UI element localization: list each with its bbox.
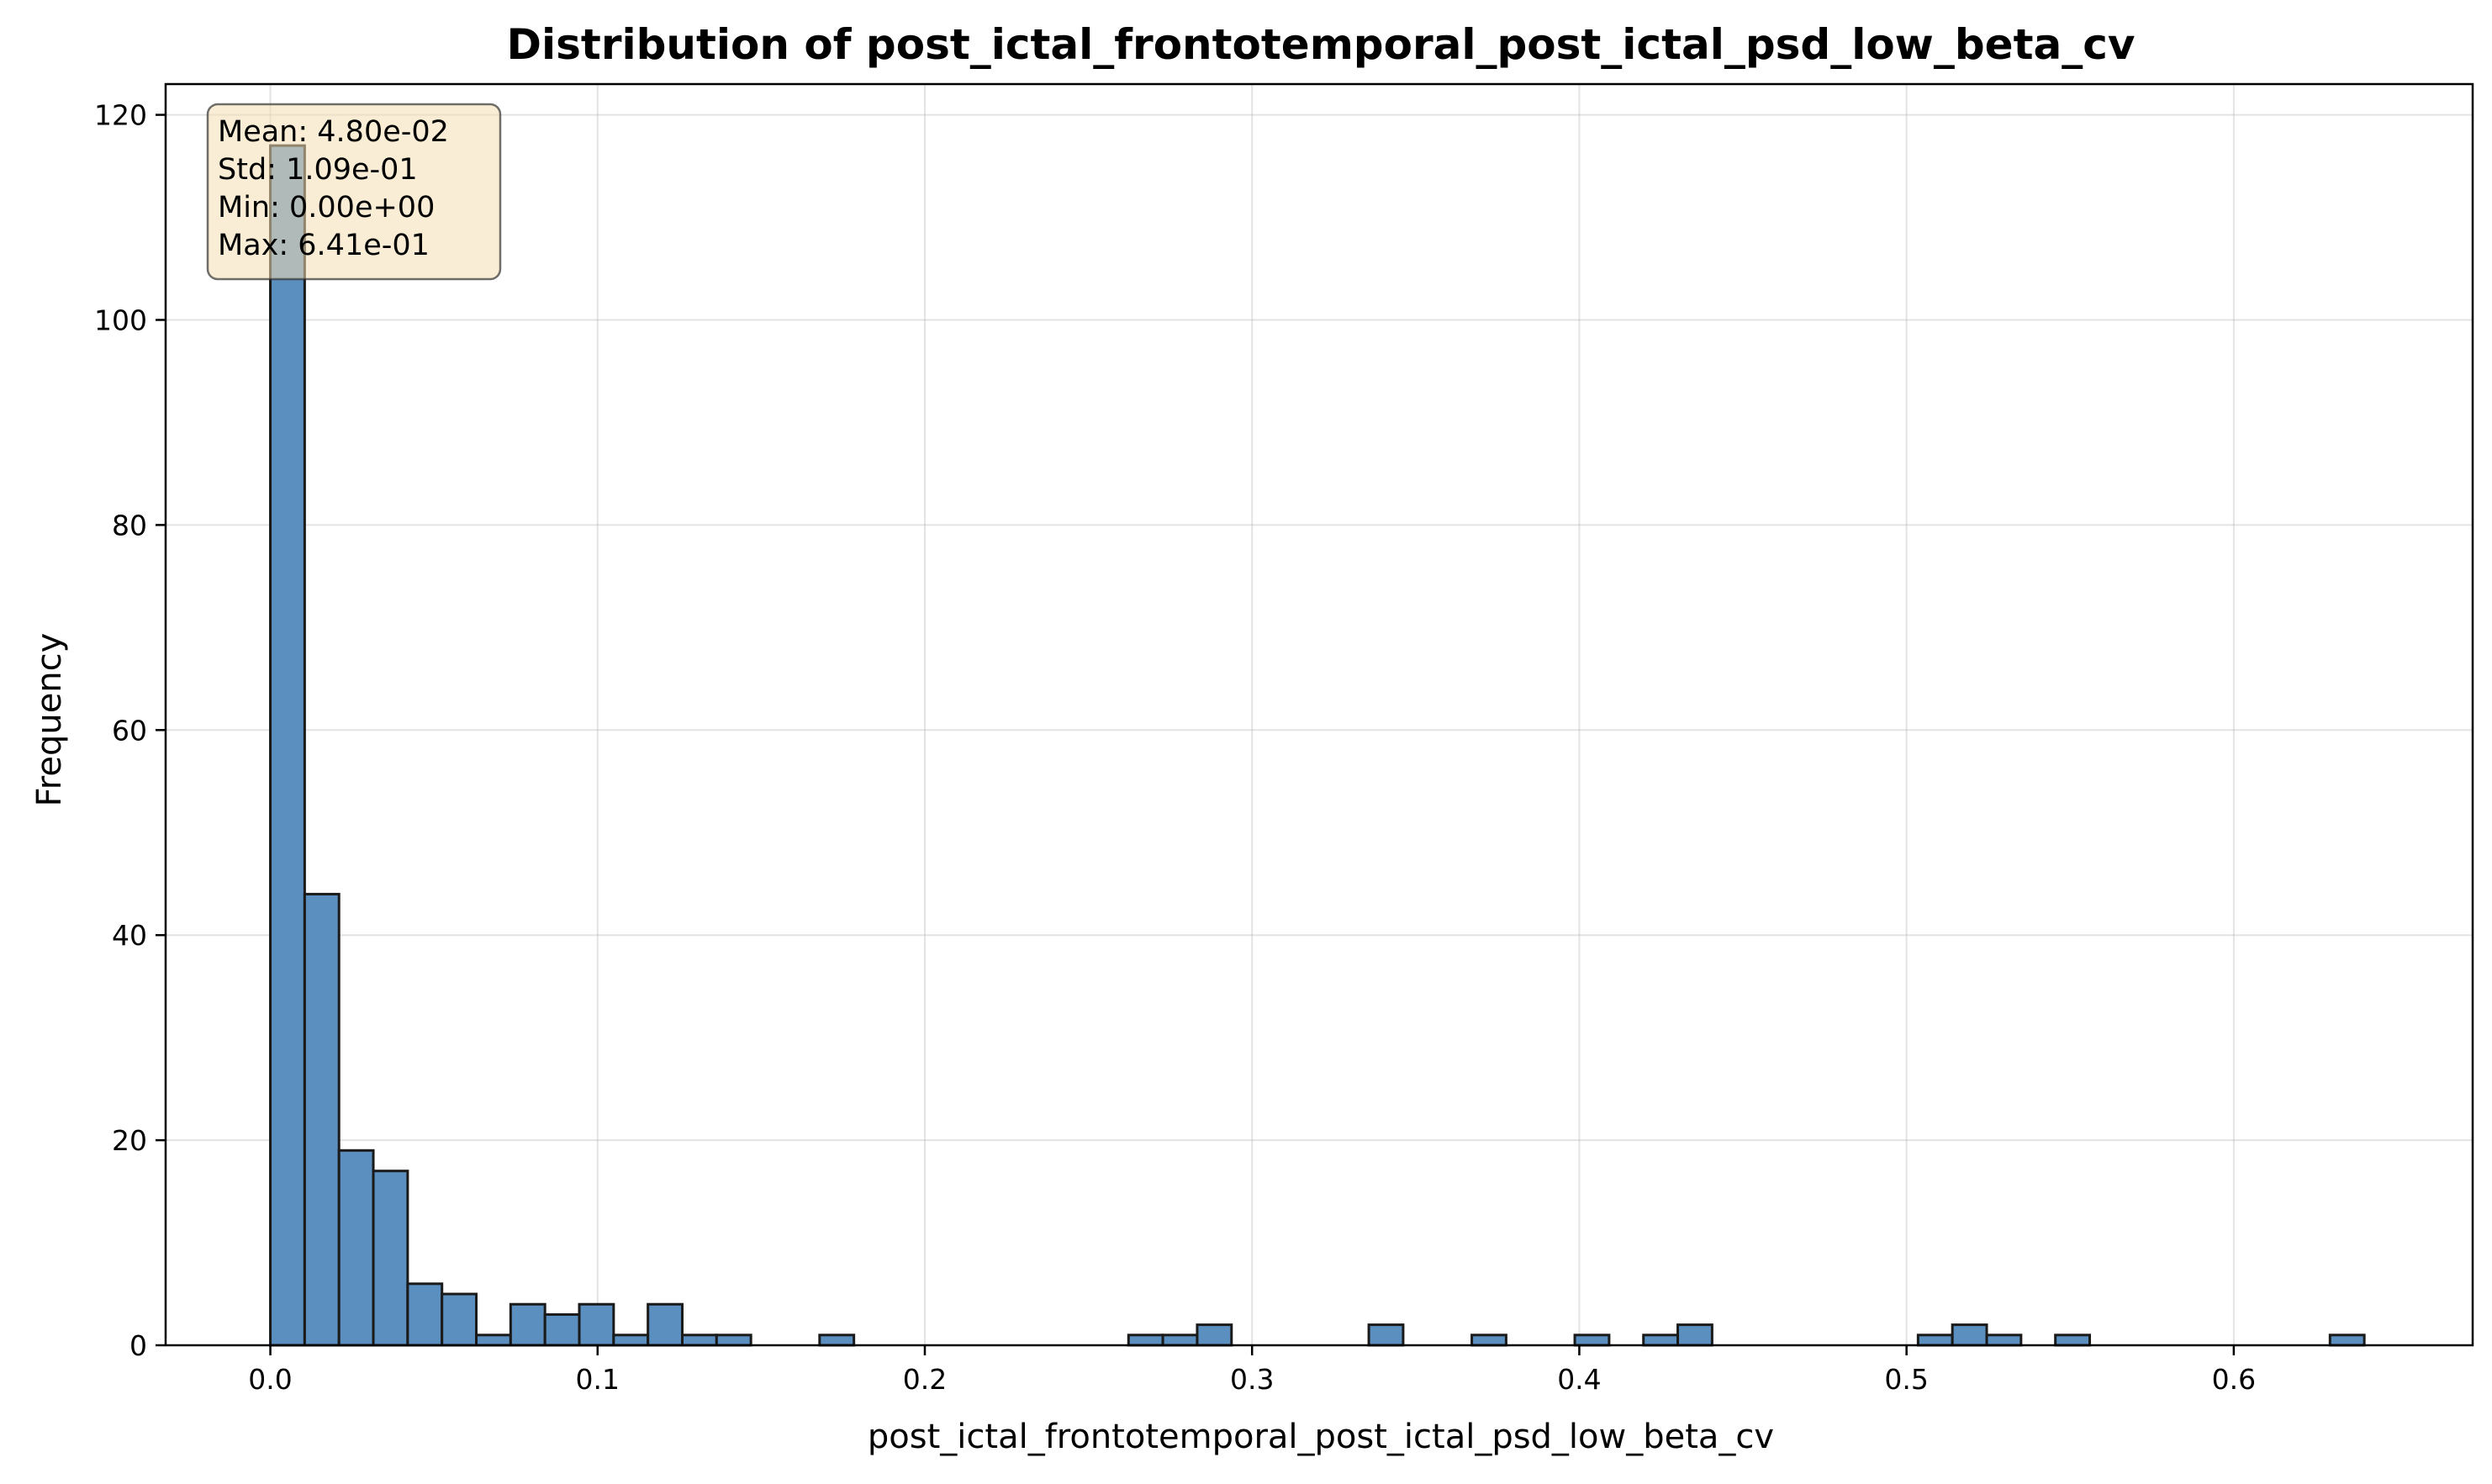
chart-title: Distribution of post_ictal_frontotempora…	[507, 20, 2136, 69]
stats-box-background	[206, 103, 502, 281]
histogram-bar	[1367, 1323, 1405, 1347]
y-tick-label: 0	[129, 1329, 147, 1362]
y-tick-label: 60	[112, 714, 147, 747]
x-tick-label: 0.4	[1557, 1363, 1601, 1396]
y-tick-label: 20	[112, 1124, 147, 1157]
histogram-bar	[1985, 1333, 2023, 1347]
histogram-bar	[1916, 1333, 1954, 1347]
histogram-bar	[406, 1282, 444, 1347]
histogram-bar	[303, 892, 341, 1347]
bars-layer	[269, 144, 2366, 1347]
histogram-bar	[715, 1333, 752, 1347]
histogram-bar	[1642, 1333, 1680, 1347]
y-axis-label: Frequency	[30, 633, 69, 807]
histogram-bar	[1573, 1333, 1611, 1347]
histogram-bar	[2054, 1333, 2091, 1347]
y-tick-label: 40	[112, 919, 147, 952]
histogram-bar	[818, 1333, 856, 1347]
histogram-bar	[1196, 1323, 1233, 1347]
x-tick-label: 0.5	[1884, 1363, 1928, 1396]
stats-box: Mean: 4.80e-02 Std: 1.09e-01 Min: 0.00e+00…	[206, 103, 502, 281]
histogram-bar	[1161, 1333, 1199, 1347]
y-tick-label: 120	[94, 99, 147, 132]
histogram-bar	[543, 1312, 581, 1347]
plot-frame	[164, 82, 2474, 1347]
histogram-bar	[647, 1302, 684, 1347]
x-tick-label: 0.1	[576, 1363, 620, 1396]
x-tick-label: 0.2	[903, 1363, 947, 1396]
x-tick-label: 0.6	[2212, 1363, 2256, 1396]
axes-layer: 0.0 0.1 0.2 0.3 0.4 0.5 0.6 0 20 40 60 80 100 120	[94, 82, 2474, 1396]
histogram-bar	[612, 1333, 650, 1347]
histogram-bar	[1951, 1323, 1988, 1347]
stats-line: Std: 1.09e-01	[218, 153, 418, 187]
histogram-bar	[1676, 1323, 1713, 1347]
stats-line: Max: 6.41e-01	[218, 229, 430, 262]
stats-line: Min: 0.00e+00	[218, 191, 435, 224]
histogram-bar	[2328, 1333, 2366, 1347]
histogram-bar	[1470, 1333, 1507, 1347]
x-tick-label: 0.3	[1230, 1363, 1274, 1396]
x-tick-label: 0.0	[248, 1363, 292, 1396]
histogram-bar	[681, 1333, 718, 1347]
stats-line: Mean: 4.80e-02	[218, 115, 449, 149]
histogram-bar	[509, 1302, 546, 1347]
x-axis-label: post_ictal_frontotemporal_post_ictal_psd…	[868, 1418, 1774, 1456]
histogram-bar	[1127, 1333, 1164, 1347]
histogram-bar	[441, 1292, 478, 1347]
y-tick-label: 100	[94, 304, 147, 336]
histogram-bar	[337, 1149, 375, 1347]
histogram-bar	[372, 1170, 409, 1347]
grid-layer	[166, 84, 2473, 1346]
histogram-bar	[475, 1333, 512, 1347]
histogram-bar	[269, 144, 306, 1347]
y-tick-label: 80	[112, 509, 147, 541]
histogram-bar	[578, 1302, 615, 1347]
